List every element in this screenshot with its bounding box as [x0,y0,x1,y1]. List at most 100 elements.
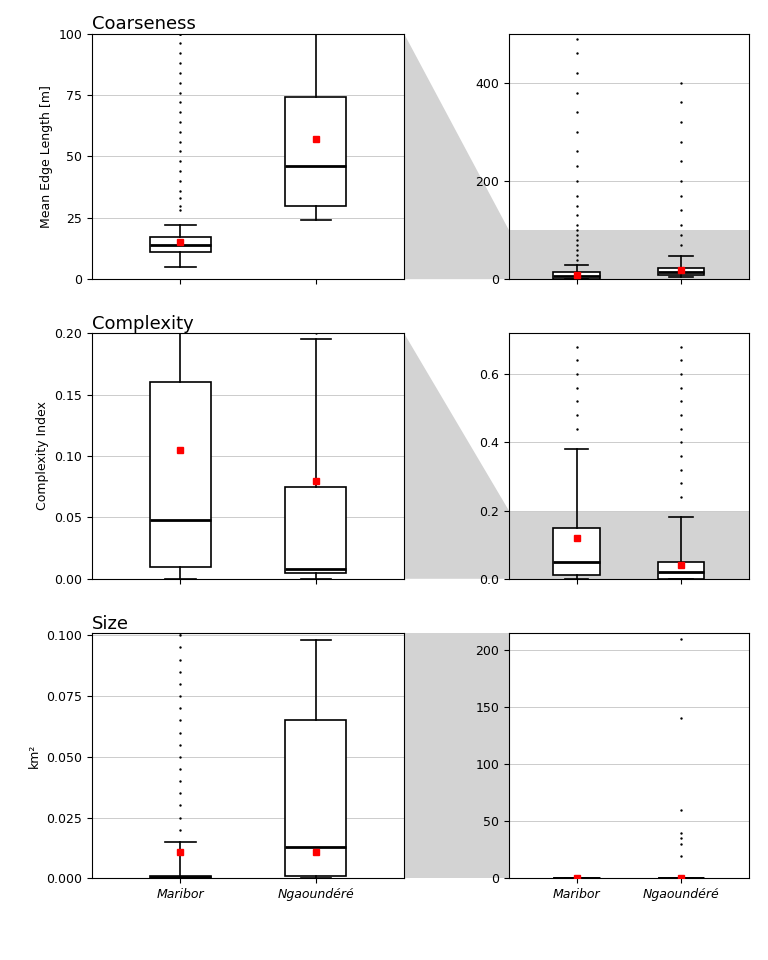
Point [571,380,583,396]
Point [675,188,687,204]
Point [675,173,687,188]
Point [571,394,583,409]
Point [571,339,583,354]
Point [571,105,583,120]
Point [174,676,187,691]
Point [174,124,187,139]
PathPatch shape [286,720,346,876]
Point [174,65,187,81]
Point [675,203,687,218]
Point [174,154,187,169]
Point [174,173,187,188]
Point [571,144,583,159]
Point [675,228,687,243]
Point [174,26,187,41]
PathPatch shape [657,562,704,579]
PathPatch shape [150,237,210,252]
Point [675,95,687,110]
Point [675,435,687,450]
Point [174,26,187,41]
Point [675,394,687,409]
Point [174,36,187,51]
Point [571,407,583,422]
Point [675,631,687,646]
Point [174,664,187,680]
Point [310,325,322,341]
Point [571,84,583,100]
Point [174,183,187,199]
Point [675,803,687,818]
Point [571,124,583,139]
Point [174,639,187,655]
Point [675,848,687,863]
Point [675,154,687,169]
Text: Size: Size [92,614,129,633]
Point [675,710,687,726]
Point [174,26,187,41]
Point [675,407,687,422]
Point [174,725,187,740]
Point [675,462,687,477]
PathPatch shape [553,273,600,278]
Point [571,218,583,233]
Point [571,367,583,382]
Point [571,223,583,238]
PathPatch shape [150,382,210,566]
Point [571,158,583,174]
Point [675,218,687,233]
Point [675,114,687,130]
Y-axis label: Complexity Index: Complexity Index [36,401,49,511]
Point [675,830,687,846]
Point [174,190,187,205]
Point [174,203,187,218]
PathPatch shape [657,269,704,275]
Point [174,45,187,60]
Point [675,367,687,382]
Point [675,75,687,90]
Point [571,198,583,213]
Point [174,652,187,667]
Y-axis label: Mean Edge Length [m]: Mean Edge Length [m] [40,84,53,228]
Point [675,836,687,852]
Point [571,421,583,437]
Point [675,490,687,505]
Point [174,134,187,150]
Point [675,825,687,840]
Point [174,105,187,120]
PathPatch shape [286,98,346,205]
Text: Complexity: Complexity [92,315,194,333]
Point [675,448,687,464]
Point [675,237,687,252]
Point [675,134,687,150]
PathPatch shape [553,528,600,575]
Point [571,252,583,267]
Y-axis label: km²: km² [28,743,41,768]
Point [174,761,187,777]
Point [174,688,187,704]
Point [675,380,687,396]
Point [174,628,187,643]
Point [174,810,187,826]
Point [174,114,187,130]
Point [571,173,583,188]
Point [174,144,187,159]
Point [571,242,583,257]
Point [174,785,187,801]
Point [174,737,187,753]
Point [571,207,583,223]
Point [571,232,583,248]
PathPatch shape [286,487,346,573]
Point [174,84,187,100]
Point [174,749,187,764]
Point [571,247,583,262]
Point [571,237,583,252]
Point [675,353,687,369]
Point [174,95,187,110]
Point [571,228,583,243]
Point [174,822,187,837]
Point [571,188,583,204]
Point [571,65,583,81]
Point [174,56,187,71]
Point [675,475,687,491]
Bar [509,511,749,579]
